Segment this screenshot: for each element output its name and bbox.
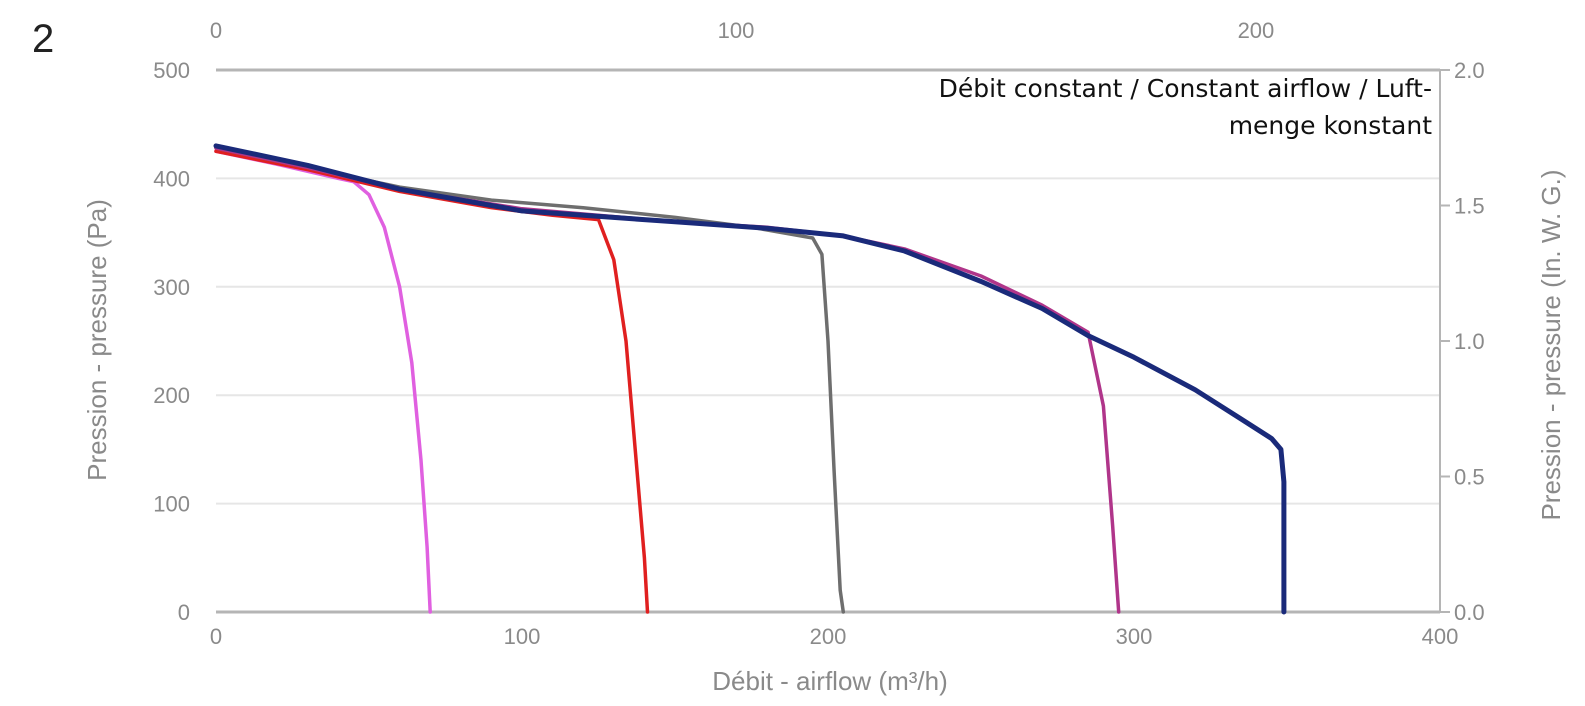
y2-tick-label-0: 0.0 <box>1454 600 1485 625</box>
y2-tick-label-1: 0.5 <box>1454 465 1485 490</box>
y2-tick-label-3: 1.5 <box>1454 194 1485 219</box>
x-tick-label-3: 300 <box>1116 624 1153 649</box>
x2-tick-label-2: 200 <box>1238 18 1275 43</box>
x-tick-label-0: 0 <box>210 624 222 649</box>
x-tick-label-1: 100 <box>504 624 541 649</box>
series-line-3 <box>214 146 846 614</box>
y-tick-label-2: 200 <box>153 383 190 408</box>
annotation-line-1: Débit constant / Constant airflow / Luft… <box>939 74 1432 103</box>
x2-tick-label-1: 100 <box>718 18 755 43</box>
series-line-2 <box>214 149 650 614</box>
y-tick-label-4: 400 <box>153 166 190 191</box>
x-tick-label-2: 200 <box>810 624 847 649</box>
annotation-line-2: menge konstant <box>1229 111 1432 140</box>
x-tick-label-4: 400 <box>1422 624 1459 649</box>
y-tick-label-1: 100 <box>153 492 190 517</box>
x-axis-title: Débit - airflow (m³/h) <box>712 666 947 696</box>
x2-tick-label-0: 0 <box>210 18 222 43</box>
y-tick-label-0: 0 <box>178 600 190 625</box>
series-line-5 <box>213 143 1287 615</box>
y-axis-title: Pression - pressure (Pa) <box>82 199 112 481</box>
y-tick-label-3: 300 <box>153 275 190 300</box>
y2-axis-title: Pression - pressure (In. W. G.) <box>1536 169 1566 520</box>
y2-tick-label-2: 1.0 <box>1454 329 1485 354</box>
y-tick-label-5: 500 <box>153 58 190 83</box>
y2-tick-label-4: 2.0 <box>1454 58 1485 83</box>
series-lines <box>213 143 1287 615</box>
tick-labels: 0 100 200 300 400 0 100 200 300 400 500 0 100 200 0.0 0… <box>153 18 1484 649</box>
grid-lines <box>216 68 1441 614</box>
panel-number: 2 <box>32 17 54 61</box>
series-line-1 <box>214 149 432 614</box>
